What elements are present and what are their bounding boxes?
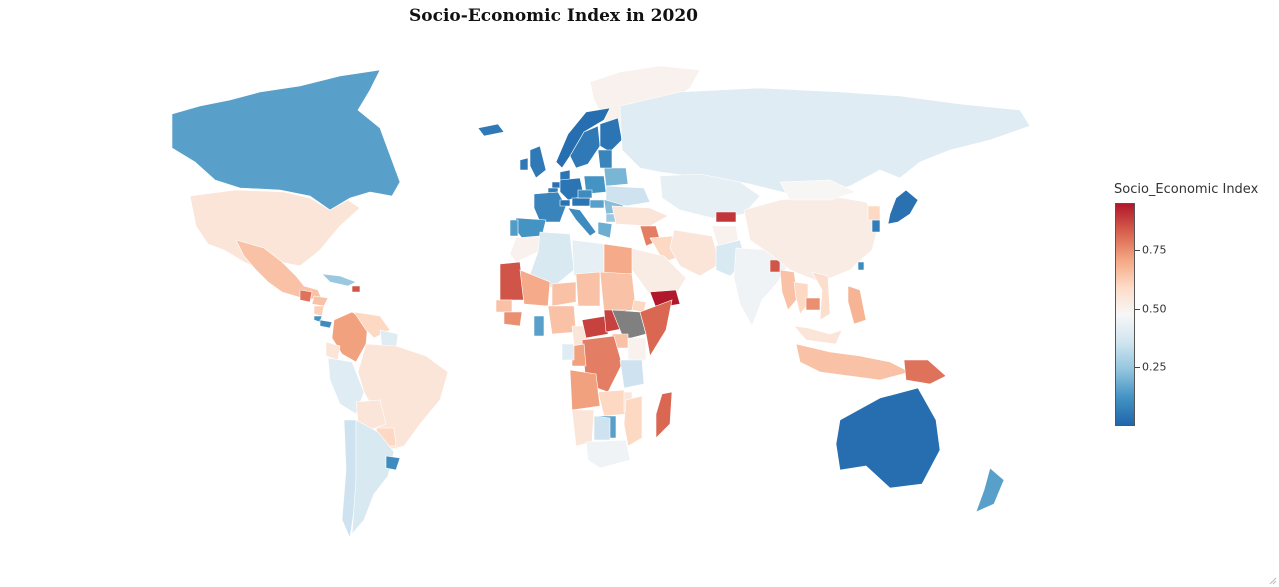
region-denmark[interactable]: Denmark: [559, 169, 571, 181]
region-angola[interactable]: Angola: [569, 369, 601, 411]
region-tanzania[interactable]: Tanzania: [619, 359, 645, 389]
region-senegal[interactable]: Senegal: [495, 299, 513, 313]
colorbar-tick: [1135, 308, 1140, 310]
region-argentina[interactable]: Argentina: [351, 419, 395, 535]
region-south-africa[interactable]: South Africa: [585, 439, 631, 469]
region-philippines[interactable]: Philippines: [847, 285, 867, 325]
region-ireland[interactable]: Ireland: [519, 157, 529, 171]
region-belarus[interactable]: Belarus: [603, 167, 629, 187]
region-afghanistan[interactable]: Afghanistan: [711, 225, 739, 247]
region-new-zealand[interactable]: New Zealand: [975, 467, 1005, 513]
region-czechia[interactable]: Czechia: [577, 189, 593, 199]
colorbar-tick-label: 0.25: [1142, 360, 1167, 374]
region-australia[interactable]: Australia: [835, 387, 941, 489]
region-vietnam[interactable]: Vietnam: [811, 271, 831, 321]
region-ukraine[interactable]: Ukraine: [605, 185, 651, 207]
region-finland[interactable]: Finland: [599, 117, 623, 153]
region-france[interactable]: France: [533, 191, 567, 223]
region-zambia[interactable]: Zambia: [597, 389, 627, 417]
region-netherlands[interactable]: Netherlands: [551, 181, 561, 189]
region-kenya[interactable]: Kenya: [627, 337, 647, 361]
region-thailand[interactable]: Thailand: [793, 281, 809, 315]
region-malaysia[interactable]: Malaysia: [793, 325, 843, 345]
colorbar-tick-label: 0.50: [1142, 302, 1167, 316]
region-united-kingdom[interactable]: United Kingdom: [529, 145, 547, 179]
region-south-korea[interactable]: South Korea: [871, 219, 881, 233]
colorbar-tick: [1135, 249, 1140, 251]
region-iran[interactable]: Iran: [669, 229, 721, 277]
region-mauritania[interactable]: Mauritania: [499, 261, 525, 301]
region-mongolia[interactable]: Mongolia: [779, 179, 857, 201]
colorbar-gradient: [1115, 203, 1135, 426]
resize-handle-icon[interactable]: [1269, 577, 1277, 585]
region-honduras[interactable]: Honduras: [311, 295, 329, 307]
region-tajikistan[interactable]: Tajikistan: [715, 211, 737, 223]
region-portugal[interactable]: Portugal: [509, 219, 519, 237]
region-japan[interactable]: Japan: [887, 189, 919, 225]
region-guatemala[interactable]: Guatemala: [299, 289, 313, 303]
region-indonesia[interactable]: Indonesia: [795, 343, 911, 381]
world-map: CanadaUnited StatesGreenlandMexicoGuatem…: [171, 65, 1031, 540]
region-myanmar[interactable]: Myanmar: [779, 269, 799, 311]
region-norway[interactable]: Norway: [555, 107, 611, 169]
region-bolivia[interactable]: Bolivia: [355, 399, 387, 431]
region-peru[interactable]: Peru: [327, 357, 365, 415]
region-madagascar[interactable]: Madagascar: [655, 391, 673, 439]
region-niger[interactable]: Niger: [551, 281, 577, 307]
region-yemen[interactable]: Yemen: [649, 289, 681, 309]
region-ghana[interactable]: Ghana: [533, 315, 545, 337]
region-turkey[interactable]: Turkey: [611, 205, 669, 227]
region-panama[interactable]: Panama: [319, 319, 333, 329]
region-canada[interactable]: Canada: [171, 69, 401, 211]
chart-title: Socio-Economic Index in 2020: [409, 6, 698, 26]
region-gabon[interactable]: Gabon: [561, 343, 575, 361]
region-haiti[interactable]: Haiti: [351, 285, 361, 293]
region-russia[interactable]: Russia: [619, 87, 1031, 197]
colorbar: Socio_Economic Index 0.75 0.50 0.25: [1108, 182, 1279, 442]
region-nigeria[interactable]: Nigeria: [547, 305, 577, 335]
region-papua-new-guinea[interactable]: Papua New Guinea: [903, 359, 947, 385]
region-somalia[interactable]: Somalia: [639, 299, 673, 357]
region-colombia[interactable]: Colombia: [331, 311, 369, 363]
region-north-korea[interactable]: North Korea: [867, 205, 881, 221]
region-switzerland[interactable]: Switzerland: [559, 199, 571, 207]
region-baltic-states[interactable]: Baltic States: [597, 149, 613, 169]
region-greece[interactable]: Greece: [597, 221, 613, 239]
region-eritrea[interactable]: Eritrea: [631, 299, 647, 313]
region-uruguay[interactable]: Uruguay: [385, 455, 401, 471]
region-bangladesh[interactable]: Bangladesh: [769, 259, 781, 273]
region-botswana[interactable]: Botswana: [593, 415, 611, 441]
region-egypt[interactable]: Egypt: [603, 243, 633, 275]
region-guinea[interactable]: Guinea: [503, 311, 523, 327]
region-kazakhstan[interactable]: Kazakhstan: [659, 173, 761, 219]
region-chad[interactable]: Chad: [575, 271, 601, 307]
region-italy[interactable]: Italy: [567, 207, 597, 237]
region-cuba[interactable]: Cuba: [321, 273, 357, 287]
region-united-states[interactable]: United States: [189, 189, 361, 271]
region-austria[interactable]: Austria: [571, 197, 591, 207]
region-taiwan[interactable]: Taiwan: [857, 261, 865, 271]
region-mozambique[interactable]: Mozambique: [623, 395, 643, 447]
region-central-african-republic[interactable]: Central African Republic: [581, 315, 609, 339]
region-morocco[interactable]: Morocco: [509, 235, 541, 263]
region-iceland[interactable]: Iceland: [477, 123, 505, 137]
region-hungary[interactable]: Hungary: [589, 199, 605, 209]
region-nicaragua[interactable]: Nicaragua: [313, 305, 325, 317]
region-cambodia[interactable]: Cambodia: [805, 297, 821, 311]
colorbar-tick-label: 0.75: [1142, 243, 1167, 257]
colorbar-title: Socio_Economic Index: [1114, 182, 1259, 197]
region-sudan[interactable]: Sudan: [599, 271, 637, 313]
region-namibia[interactable]: Namibia: [571, 409, 595, 447]
colorbar-tick: [1135, 367, 1140, 369]
